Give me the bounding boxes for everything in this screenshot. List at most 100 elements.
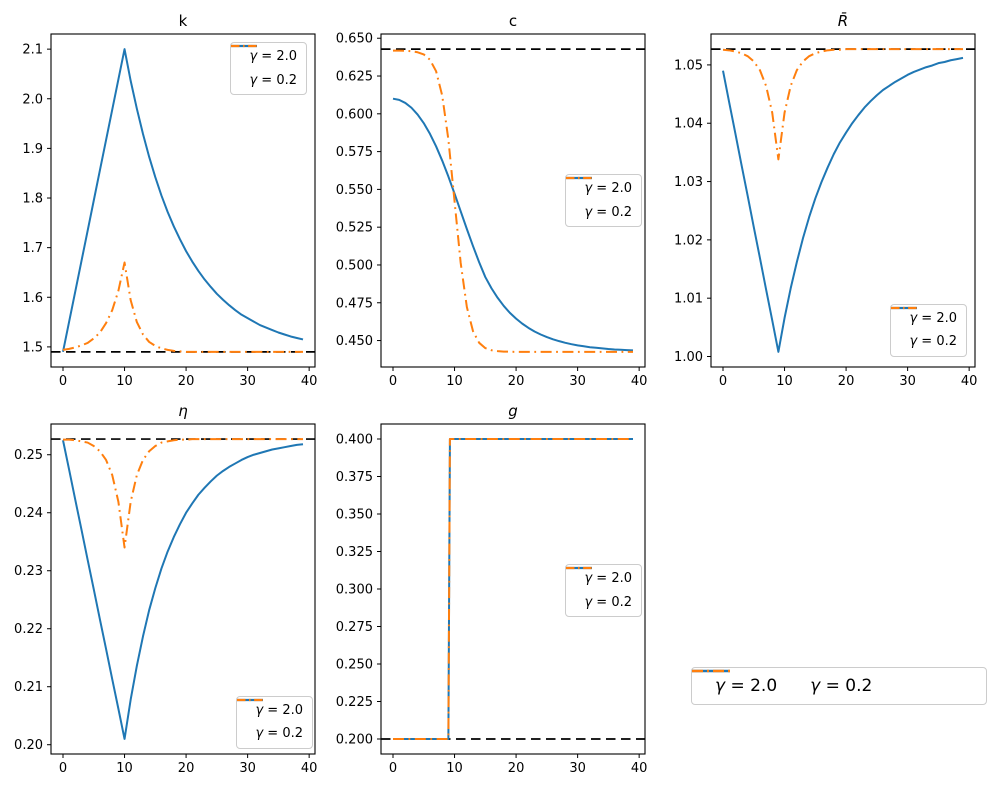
- gamma-symbol: γ: [584, 571, 593, 586]
- legend-label-value: = 2.0: [592, 571, 632, 586]
- legend-entry: γ = 2.0: [566, 566, 632, 587]
- y-tick-label: 0.200: [336, 733, 373, 748]
- figure-legend: γ = 2.0 γ = 0.2: [691, 667, 987, 705]
- x-tick-label: 0: [59, 374, 67, 389]
- chart-title-k: k: [179, 12, 188, 30]
- x-tick-label: 10: [446, 374, 463, 389]
- chart-title-c: c: [509, 12, 517, 30]
- x-tick-label: 40: [301, 374, 318, 389]
- y-tick-label: 1.7: [22, 241, 43, 256]
- y-tick-label: 1.02: [674, 233, 703, 248]
- y-tick-label: 0.600: [336, 107, 373, 122]
- x-tick-label: 0: [59, 761, 67, 776]
- y-tick-label: 2.0: [22, 92, 43, 107]
- series-line-gamma_02-eta: [63, 438, 303, 549]
- x-tick-label: 0: [389, 761, 397, 776]
- gamma-symbol: γ: [715, 675, 726, 696]
- y-tick-label: 0.275: [336, 620, 373, 635]
- series-line-gamma_2-c: [392, 97, 634, 352]
- y-tick-label: 0.25: [14, 448, 43, 463]
- chart-title-eta: η: [178, 402, 188, 420]
- chart-frame-eta: [50, 423, 316, 755]
- y-tick-label: 1.01: [674, 292, 703, 307]
- legend-label-value: = 0.2: [917, 334, 957, 350]
- y-tick-label: 1.00: [674, 350, 703, 365]
- gamma-symbol: γ: [909, 310, 918, 326]
- legend-label-value: = 0.2: [257, 72, 297, 88]
- series-line-gamma_2-Rbar: [722, 56, 964, 353]
- legend-label: γ = 2.0: [584, 571, 632, 587]
- y-tick-label: 1.9: [22, 142, 43, 157]
- gamma-symbol: γ: [249, 72, 258, 88]
- x-tick-label: 10: [116, 374, 133, 389]
- y-tick-label: 0.450: [336, 334, 373, 349]
- legend-entry: γ = 0.2: [891, 306, 957, 350]
- legend-entry: γ = 2.0: [231, 44, 297, 65]
- series-line-gamma_2-eta: [62, 440, 304, 740]
- chart-frame-Rbar: [710, 33, 976, 368]
- legend-label-value: = 0.2: [592, 204, 632, 220]
- y-tick-label: 0.525: [336, 221, 373, 236]
- x-tick-label: 40: [961, 374, 978, 389]
- series-line-gamma_02-Rbar: [722, 48, 963, 161]
- y-tick-label: 2.1: [22, 43, 43, 58]
- series-line-gamma_2-k: [62, 48, 304, 353]
- gamma-symbol: γ: [810, 675, 821, 696]
- legend-sample-gamma02-line: [891, 306, 918, 309]
- legend-label-value: = 2.0: [263, 702, 303, 718]
- y-tick-label: 0.300: [336, 583, 373, 598]
- legend-label-value: = 2.0: [257, 49, 297, 64]
- x-tick-label: 40: [631, 761, 648, 776]
- legend-label: γ = 0.2: [909, 334, 957, 350]
- x-tick-label: 40: [631, 374, 648, 389]
- legend-label: γ = 0.2: [810, 676, 872, 696]
- legend-sample-gamma02-line: [566, 566, 593, 570]
- legend-label: γ = 2.0: [249, 49, 297, 65]
- y-tick-label: 0.400: [336, 433, 373, 448]
- y-tick-label: 0.20: [14, 738, 43, 753]
- y-tick-label: 0.550: [336, 183, 373, 198]
- legend-entry: γ = 0.2: [566, 566, 632, 611]
- legend-entry: γ = 2.0: [692, 669, 777, 696]
- y-tick-label: 0.225: [336, 695, 373, 710]
- x-tick-label: 20: [508, 374, 525, 389]
- y-tick-label: 0.24: [14, 506, 43, 521]
- legend-entry: γ = 0.2: [237, 698, 303, 742]
- legend-label-value: = 0.2: [820, 675, 873, 696]
- legend-label: γ = 2.0: [909, 311, 957, 327]
- x-tick-label: 30: [569, 761, 586, 776]
- series-line-gamma_02-c: [393, 49, 633, 353]
- legend-entry: γ = 0.2: [566, 176, 632, 221]
- x-tick-label: 30: [239, 761, 256, 776]
- y-tick-label: 0.250: [336, 658, 373, 673]
- legend-sample-gamma02-line: [237, 698, 264, 701]
- legend-entry: γ = 0.2: [231, 44, 297, 89]
- legend-entry: γ = 2.0: [566, 176, 632, 197]
- x-tick-label: 30: [239, 374, 256, 389]
- legend-label: γ = 0.2: [584, 205, 632, 221]
- x-tick-label: 40: [301, 761, 318, 776]
- x-tick-label: 0: [389, 374, 397, 389]
- legend-label: γ = 2.0: [584, 181, 632, 197]
- y-tick-label: 0.625: [336, 70, 373, 85]
- legend-label-value: = 0.2: [263, 726, 303, 742]
- y-tick-label: 1.03: [674, 175, 703, 190]
- legend-sample-gamma02-line: [566, 176, 593, 180]
- x-tick-label: 0: [719, 374, 727, 389]
- x-tick-label: 20: [178, 374, 195, 389]
- x-tick-label: 20: [178, 761, 195, 776]
- x-tick-label: 10: [776, 374, 793, 389]
- gamma-symbol: γ: [584, 594, 593, 610]
- legend-c: γ = 2.0 γ = 0.2: [565, 174, 642, 228]
- legend-Rbar: γ = 2.0 γ = 0.2: [890, 303, 967, 357]
- legend-entry: γ = 2.0: [237, 698, 303, 719]
- y-tick-label: 0.23: [14, 564, 43, 579]
- legend-label: γ = 0.2: [249, 73, 297, 89]
- gamma-symbol: γ: [255, 702, 264, 718]
- gamma-symbol: γ: [255, 726, 264, 742]
- gamma-symbol: γ: [249, 49, 258, 64]
- y-tick-label: 0.21: [14, 680, 43, 695]
- legend-k: γ = 2.0 γ = 0.2: [230, 42, 307, 96]
